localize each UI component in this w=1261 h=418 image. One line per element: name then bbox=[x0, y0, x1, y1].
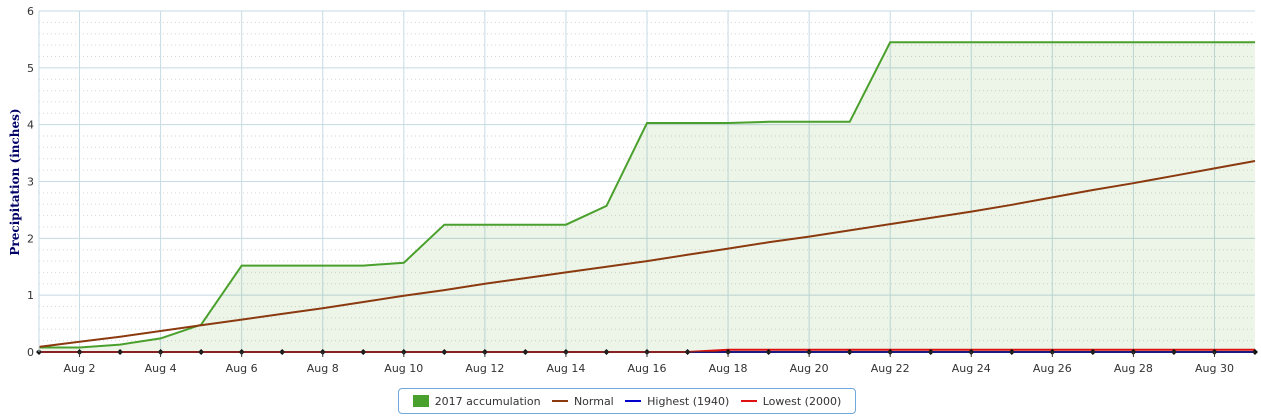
series-line-0[interactable] bbox=[39, 41, 1255, 349]
y-tick-label: 3 bbox=[27, 176, 34, 189]
x-tick-label: Aug 6 bbox=[226, 362, 258, 375]
legend-item-normal[interactable]: Normal bbox=[551, 394, 614, 408]
chart-legend: 2017 accumulation Normal Highest (1940) … bbox=[398, 388, 856, 414]
legend-swatch-2017-accumulation bbox=[412, 395, 429, 407]
x-tick-label: Aug 12 bbox=[465, 362, 504, 375]
x-tick-label: Aug 14 bbox=[546, 362, 585, 375]
legend-item-lowest[interactable]: Lowest (2000) bbox=[740, 394, 842, 408]
legend-swatch-normal bbox=[551, 400, 568, 402]
x-tick-label: Aug 22 bbox=[871, 362, 910, 375]
legend-swatch-highest bbox=[625, 400, 642, 402]
y-axis-label: Precipitation (inches) bbox=[8, 108, 22, 255]
legend-label-lowest: Lowest (2000) bbox=[762, 394, 842, 408]
x-tick-label: Aug 24 bbox=[952, 362, 991, 375]
x-tick-label: Aug 28 bbox=[1114, 362, 1153, 375]
legend-item-2017-accumulation[interactable]: 2017 accumulation bbox=[412, 394, 541, 408]
y-tick-label: 1 bbox=[27, 289, 34, 302]
y-tick-label: 4 bbox=[27, 119, 34, 132]
x-tick-label: Aug 10 bbox=[384, 362, 423, 375]
x-tick-label: Aug 16 bbox=[628, 362, 667, 375]
legend-label-2017-accumulation: 2017 accumulation bbox=[434, 394, 541, 408]
legend-item-highest[interactable]: Highest (1940) bbox=[625, 395, 729, 408]
legend-label-normal: Normal bbox=[573, 394, 614, 408]
x-tick-label: Aug 2 bbox=[64, 362, 96, 375]
y-tick-label: 6 bbox=[27, 5, 34, 18]
y-tick-label: 5 bbox=[27, 62, 34, 75]
legend-swatch-lowest bbox=[740, 400, 757, 402]
chart-grid bbox=[39, 10, 1255, 353]
legend-label-highest: Highest (1940) bbox=[647, 394, 730, 408]
y-tick-label: 2 bbox=[27, 232, 34, 245]
x-tick-label: Aug 8 bbox=[307, 362, 339, 375]
x-tick-label: Aug 4 bbox=[145, 362, 177, 375]
tick-labels: 0 1 2 3 4 5 6 Aug 2 Aug 4 Aug 6 Aug 8 Aug 10 Aug 12 A… bbox=[27, 5, 1234, 375]
x-tick-label: Aug 26 bbox=[1033, 362, 1072, 375]
x-tick-label: Aug 18 bbox=[709, 362, 748, 375]
series-area-0 bbox=[39, 42, 1255, 353]
series-line-1[interactable] bbox=[38, 160, 1256, 348]
x-tick-label: Aug 20 bbox=[790, 362, 829, 375]
chart-axes bbox=[38, 11, 1255, 357]
x-tick-label: Aug 30 bbox=[1195, 362, 1234, 375]
y-tick-label: 0 bbox=[27, 346, 34, 359]
